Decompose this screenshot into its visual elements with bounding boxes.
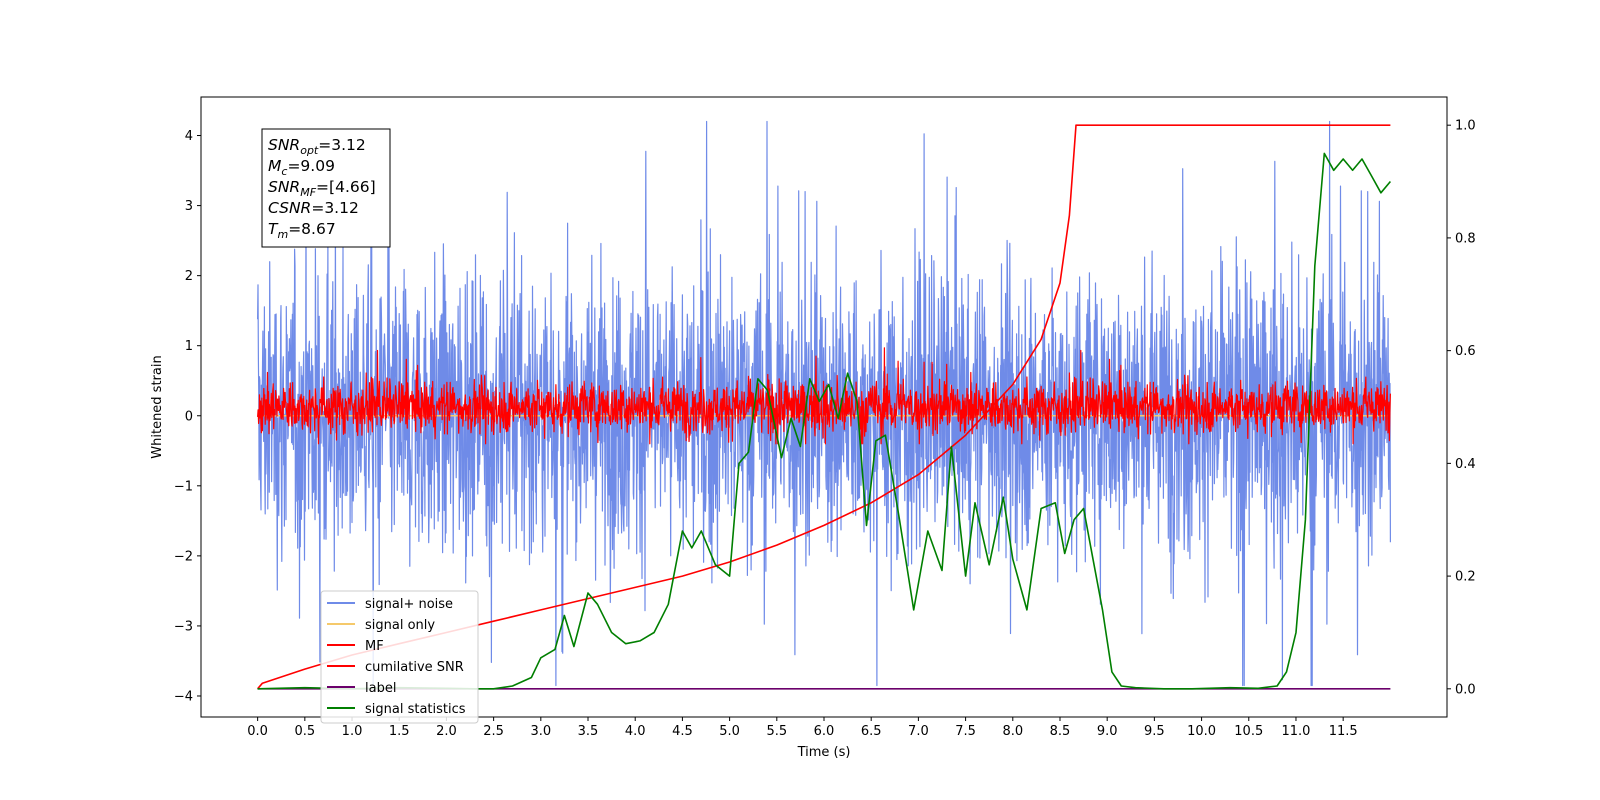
legend-label: signal+ noise — [365, 597, 453, 612]
y-left-tick-label: 0 — [185, 409, 193, 424]
annotation-value: =3.12 — [311, 199, 359, 217]
x-tick-label: 9.0 — [1097, 724, 1118, 739]
x-tick-label: 4.5 — [672, 724, 693, 739]
series-line-signal-statistics — [257, 152, 1392, 690]
x-tick-label: 6.5 — [861, 724, 882, 739]
annotation-line: Tm=8.67 — [268, 220, 336, 241]
y-axis-right-ticks: 1.0 0.8 0.6 0.4 0.2 0.0 — [1447, 119, 1476, 697]
legend-label: cumilative SNR — [365, 660, 464, 675]
series-line-mf — [257, 347, 1391, 445]
y-left-tick-label: −4 — [174, 689, 193, 704]
y-left-tick-label: 2 — [185, 269, 193, 284]
y-axis-left-ticks: 4 3 2 1 0 −1 −2 −3 −4 — [174, 129, 201, 704]
x-tick-label: 10.5 — [1234, 724, 1263, 739]
x-tick-label: 0.0 — [247, 724, 268, 739]
x-tick-label: 2.0 — [436, 724, 457, 739]
y-left-tick-label: 1 — [185, 339, 193, 354]
y-left-tick-label: −1 — [174, 479, 193, 494]
x-tick-label: 2.5 — [483, 724, 504, 739]
annotation-subscript: MF — [300, 186, 316, 199]
y-right-tick-label: 0.0 — [1455, 682, 1476, 697]
x-tick-label: 5.0 — [719, 724, 740, 739]
annotation-line: SNRMF=[4.66] — [268, 178, 376, 199]
x-axis-label: Time (s) — [797, 745, 851, 760]
annotation-symbol: CSNR — [268, 199, 311, 217]
y-left-tick-label: −2 — [174, 549, 193, 564]
legend: signal+ noise signal only MF cumilative SNR… — [320, 590, 479, 724]
annotation-value: =9.09 — [287, 157, 335, 175]
y-right-tick-label: 0.8 — [1455, 231, 1476, 246]
x-tick-label: 7.5 — [955, 724, 976, 739]
y-right-tick-label: 0.6 — [1455, 344, 1476, 359]
annotation-value: =[4.66] — [316, 178, 376, 196]
x-tick-label: 1.5 — [389, 724, 410, 739]
legend-label: signal only — [365, 618, 435, 633]
x-tick-label: 7.0 — [908, 724, 929, 739]
annotation-symbol: SNR — [268, 136, 300, 154]
annotation-symbol: SNR — [268, 178, 300, 196]
annotation-subscript: opt — [300, 144, 319, 157]
annotation-subscript: c — [281, 165, 287, 178]
x-tick-label: 11.0 — [1281, 724, 1310, 739]
annotation-line: CSNR=3.12 — [268, 199, 359, 217]
x-tick-label: 3.0 — [530, 724, 551, 739]
y-right-tick-label: 1.0 — [1455, 119, 1476, 134]
y-left-tick-label: −3 — [174, 619, 193, 634]
legend-label: label — [365, 681, 396, 696]
x-tick-label: 3.5 — [578, 724, 599, 739]
x-tick-label: 0.5 — [294, 724, 315, 739]
annotation-symbol: M — [268, 157, 281, 175]
y-right-tick-label: 0.2 — [1455, 570, 1476, 585]
annotation-line: SNRopt=3.12 — [268, 136, 366, 157]
annotation-value: =8.67 — [288, 220, 336, 238]
x-tick-label: 8.5 — [1050, 724, 1071, 739]
annotation-box: SNRopt=3.12Mc=9.09SNRMF=[4.66]CSNR=3.12T… — [261, 128, 391, 248]
x-tick-label: 6.0 — [814, 724, 835, 739]
x-tick-label: 1.0 — [342, 724, 363, 739]
y-right-tick-label: 0.4 — [1455, 457, 1476, 472]
annotation-symbol: T — [268, 220, 279, 238]
y-left-tick-label: 4 — [185, 129, 193, 144]
annotation-line: Mc=9.09 — [268, 157, 335, 178]
x-axis-ticks: 0.0 0.5 1.0 1.5 2.0 2.5 3.0 3.5 4.0 4.5 5.0 5.5 6.0 6… — [247, 717, 1358, 739]
x-tick-label: 8.0 — [1002, 724, 1023, 739]
y-axis-label: Whitened strain — [150, 355, 165, 458]
legend-label: signal statistics — [365, 702, 466, 717]
y-left-tick-label: 3 — [185, 199, 193, 214]
x-tick-label: 5.5 — [766, 724, 787, 739]
legend-label: MF — [365, 639, 384, 654]
x-tick-label: 11.5 — [1329, 724, 1358, 739]
x-tick-label: 10.0 — [1187, 724, 1216, 739]
annotation-subscript: m — [277, 228, 288, 241]
x-tick-label: 9.5 — [1144, 724, 1165, 739]
x-tick-label: 4.0 — [625, 724, 646, 739]
annotation-value: =3.12 — [318, 136, 366, 154]
